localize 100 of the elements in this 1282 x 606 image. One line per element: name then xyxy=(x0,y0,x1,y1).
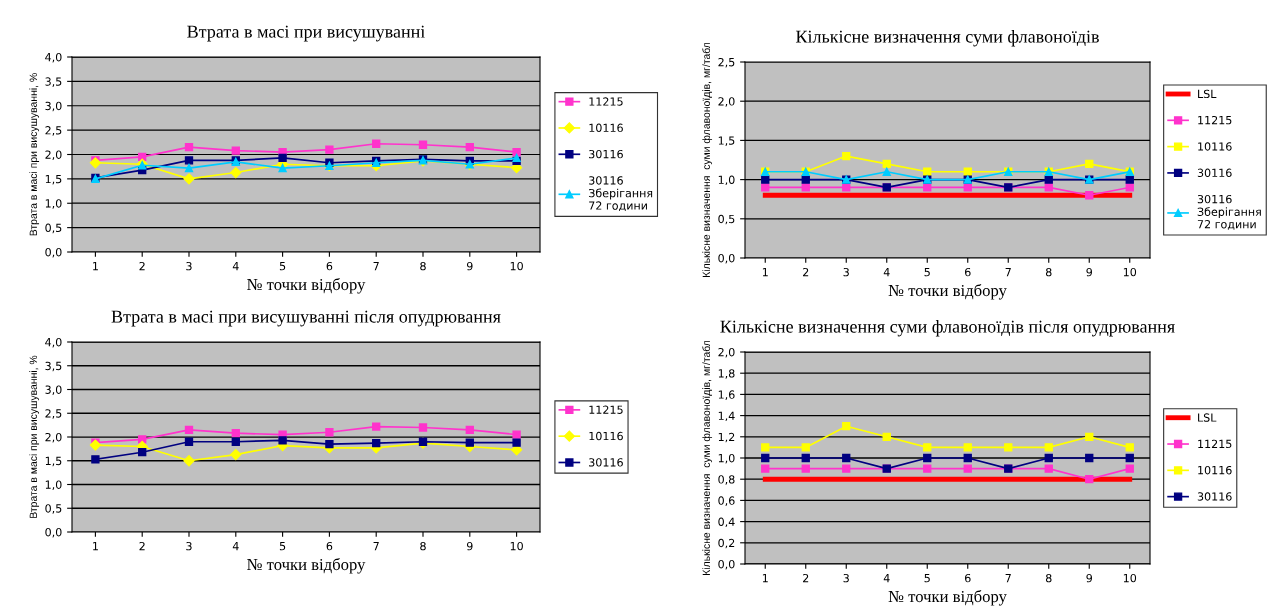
y-tick-label: 3,0 xyxy=(45,101,62,112)
x-tick-label: 7 xyxy=(373,262,379,271)
legend-label: 10116 xyxy=(589,431,623,441)
legend-label: 10116 xyxy=(1198,465,1232,475)
x-tick-label: 6 xyxy=(964,573,971,583)
legend-label: LSL xyxy=(1198,89,1217,99)
legend-label: 30116 xyxy=(589,458,623,467)
x-tick-label: 9 xyxy=(1086,267,1092,277)
x-tick-label: 5 xyxy=(279,262,286,271)
x-tick-label: 1 xyxy=(93,542,98,551)
y-tick-label: 1,0 xyxy=(45,480,62,491)
y-tick-label: 2,5 xyxy=(45,126,62,136)
y-tick-label: 1,6 xyxy=(718,390,735,400)
x-tick-label: 1 xyxy=(762,574,768,583)
chart-title: Втрата в масі при висушуванні xyxy=(187,25,425,42)
x-tick-label: 9 xyxy=(466,261,473,271)
x-tick-label: 4 xyxy=(232,262,239,271)
x-tick-label: 10 xyxy=(510,261,523,271)
y-tick-label: 0,2 xyxy=(718,538,735,549)
legend-label: 11215 xyxy=(1198,439,1232,449)
x-tick-label: 6 xyxy=(326,261,333,271)
legend-label: 11215 xyxy=(589,405,623,414)
legend-label: 10116 xyxy=(1198,142,1232,151)
legend-label: 10116 xyxy=(589,123,623,133)
x-tick-label: 3 xyxy=(843,573,849,583)
x-tick-label: 5 xyxy=(924,268,930,277)
legend-label: LSL xyxy=(1198,413,1217,422)
chart-title: Втрата в масі при висушуванні після опудрювання xyxy=(111,310,501,327)
y-axis-title: Кількісне визначення суми флавоноїдів, мг/табл xyxy=(702,42,713,277)
legend-label: 11215 xyxy=(589,97,623,106)
y-tick-label: 2,0 xyxy=(718,97,735,107)
x-axis-title: № точки відбору xyxy=(888,284,1007,300)
x-axis-title: № точки відбору xyxy=(888,590,1007,606)
y-tick-label: 1,2 xyxy=(718,432,735,443)
x-tick-label: 5 xyxy=(279,542,286,551)
x-axis-title: № точки відбору xyxy=(247,558,366,574)
x-tick-label: 1 xyxy=(762,268,768,277)
y-tick-label: 2,0 xyxy=(718,347,735,358)
x-tick-label: 2 xyxy=(139,261,145,271)
x-tick-label: 9 xyxy=(1086,573,1092,583)
y-tick-label: 2,0 xyxy=(45,432,62,443)
y-tick-label: 3,0 xyxy=(45,385,62,396)
y-tick-label: 0,6 xyxy=(718,496,735,506)
x-tick-label: 8 xyxy=(420,541,426,551)
y-tick-label: 0,0 xyxy=(45,247,62,258)
legend-label: 11215 xyxy=(1198,115,1232,125)
x-tick-label: 4 xyxy=(883,574,890,583)
x-tick-label: 3 xyxy=(186,541,192,551)
y-tick-label: 1,5 xyxy=(45,456,62,467)
y-tick-label: 0,4 xyxy=(718,517,735,528)
y-tick-label: 0,8 xyxy=(718,475,735,485)
x-tick-label: 7 xyxy=(1005,268,1011,277)
y-tick-label: 4,0 xyxy=(45,52,62,63)
x-tick-label: 3 xyxy=(186,261,192,271)
y-tick-label: 0,0 xyxy=(718,253,735,264)
y-tick-label: 1,0 xyxy=(718,453,735,464)
y-tick-label: 0,5 xyxy=(45,223,62,234)
legend-label: 30116 Зберігання 72 години xyxy=(1197,194,1261,230)
y-tick-label: 3,5 xyxy=(45,361,62,372)
y-tick-label: 4,0 xyxy=(45,337,62,348)
legend-label: 30116 xyxy=(1197,492,1232,501)
y-tick-label: 2,5 xyxy=(45,409,62,419)
y-tick-label: 0,5 xyxy=(718,214,735,225)
x-tick-label: 5 xyxy=(924,574,930,583)
x-tick-label: 10 xyxy=(510,541,523,551)
y-tick-label: 1,8 xyxy=(718,369,735,379)
x-tick-label: 2 xyxy=(803,573,809,583)
x-tick-label: 4 xyxy=(883,268,890,277)
y-tick-label: 0,0 xyxy=(718,559,735,570)
x-tick-label: 8 xyxy=(1045,573,1052,583)
x-tick-label: 8 xyxy=(420,261,426,271)
x-tick-label: 3 xyxy=(843,267,849,277)
y-tick-label: 0,0 xyxy=(45,527,62,538)
legend-label: 30116 xyxy=(589,149,623,159)
x-tick-label: 6 xyxy=(964,267,971,277)
x-tick-label: 8 xyxy=(1045,267,1052,277)
x-tick-label: 2 xyxy=(803,267,809,277)
y-tick-label: 1,4 xyxy=(718,411,735,422)
x-tick-label: 2 xyxy=(139,541,145,551)
x-tick-label: 1 xyxy=(93,262,98,271)
chart-title: Кількісне визначення суми флавоноїдів після опудрювання xyxy=(720,320,1175,337)
legend-label: 30116 Зберігання 72 години xyxy=(588,176,653,212)
y-axis-title: Кількісне визначення суми флавоноїдів, мг/табл xyxy=(702,340,713,575)
x-tick-label: 10 xyxy=(1123,573,1137,583)
y-tick-label: 1,0 xyxy=(45,199,62,209)
x-tick-label: 7 xyxy=(1005,574,1011,583)
legend-label: 30116 xyxy=(1197,168,1232,177)
y-axis-title: Втрата в масі при висушуванні, % xyxy=(29,355,40,518)
x-tick-label: 7 xyxy=(373,542,379,551)
y-tick-label: 0,5 xyxy=(45,504,62,514)
x-tick-label: 9 xyxy=(466,541,473,551)
y-tick-label: 2,0 xyxy=(45,150,62,161)
y-tick-label: 1,0 xyxy=(718,175,735,186)
y-tick-label: 3,5 xyxy=(45,77,62,87)
y-tick-label: 2,5 xyxy=(718,57,735,68)
chart-title: Кількісне визначення суми флавоноїдів xyxy=(795,30,1099,47)
y-tick-label: 1,5 xyxy=(718,136,735,146)
x-tick-label: 6 xyxy=(326,541,333,551)
y-axis-title: Втрата в масі при висушуванні, % xyxy=(29,73,40,236)
y-tick-label: 1,5 xyxy=(45,175,62,185)
